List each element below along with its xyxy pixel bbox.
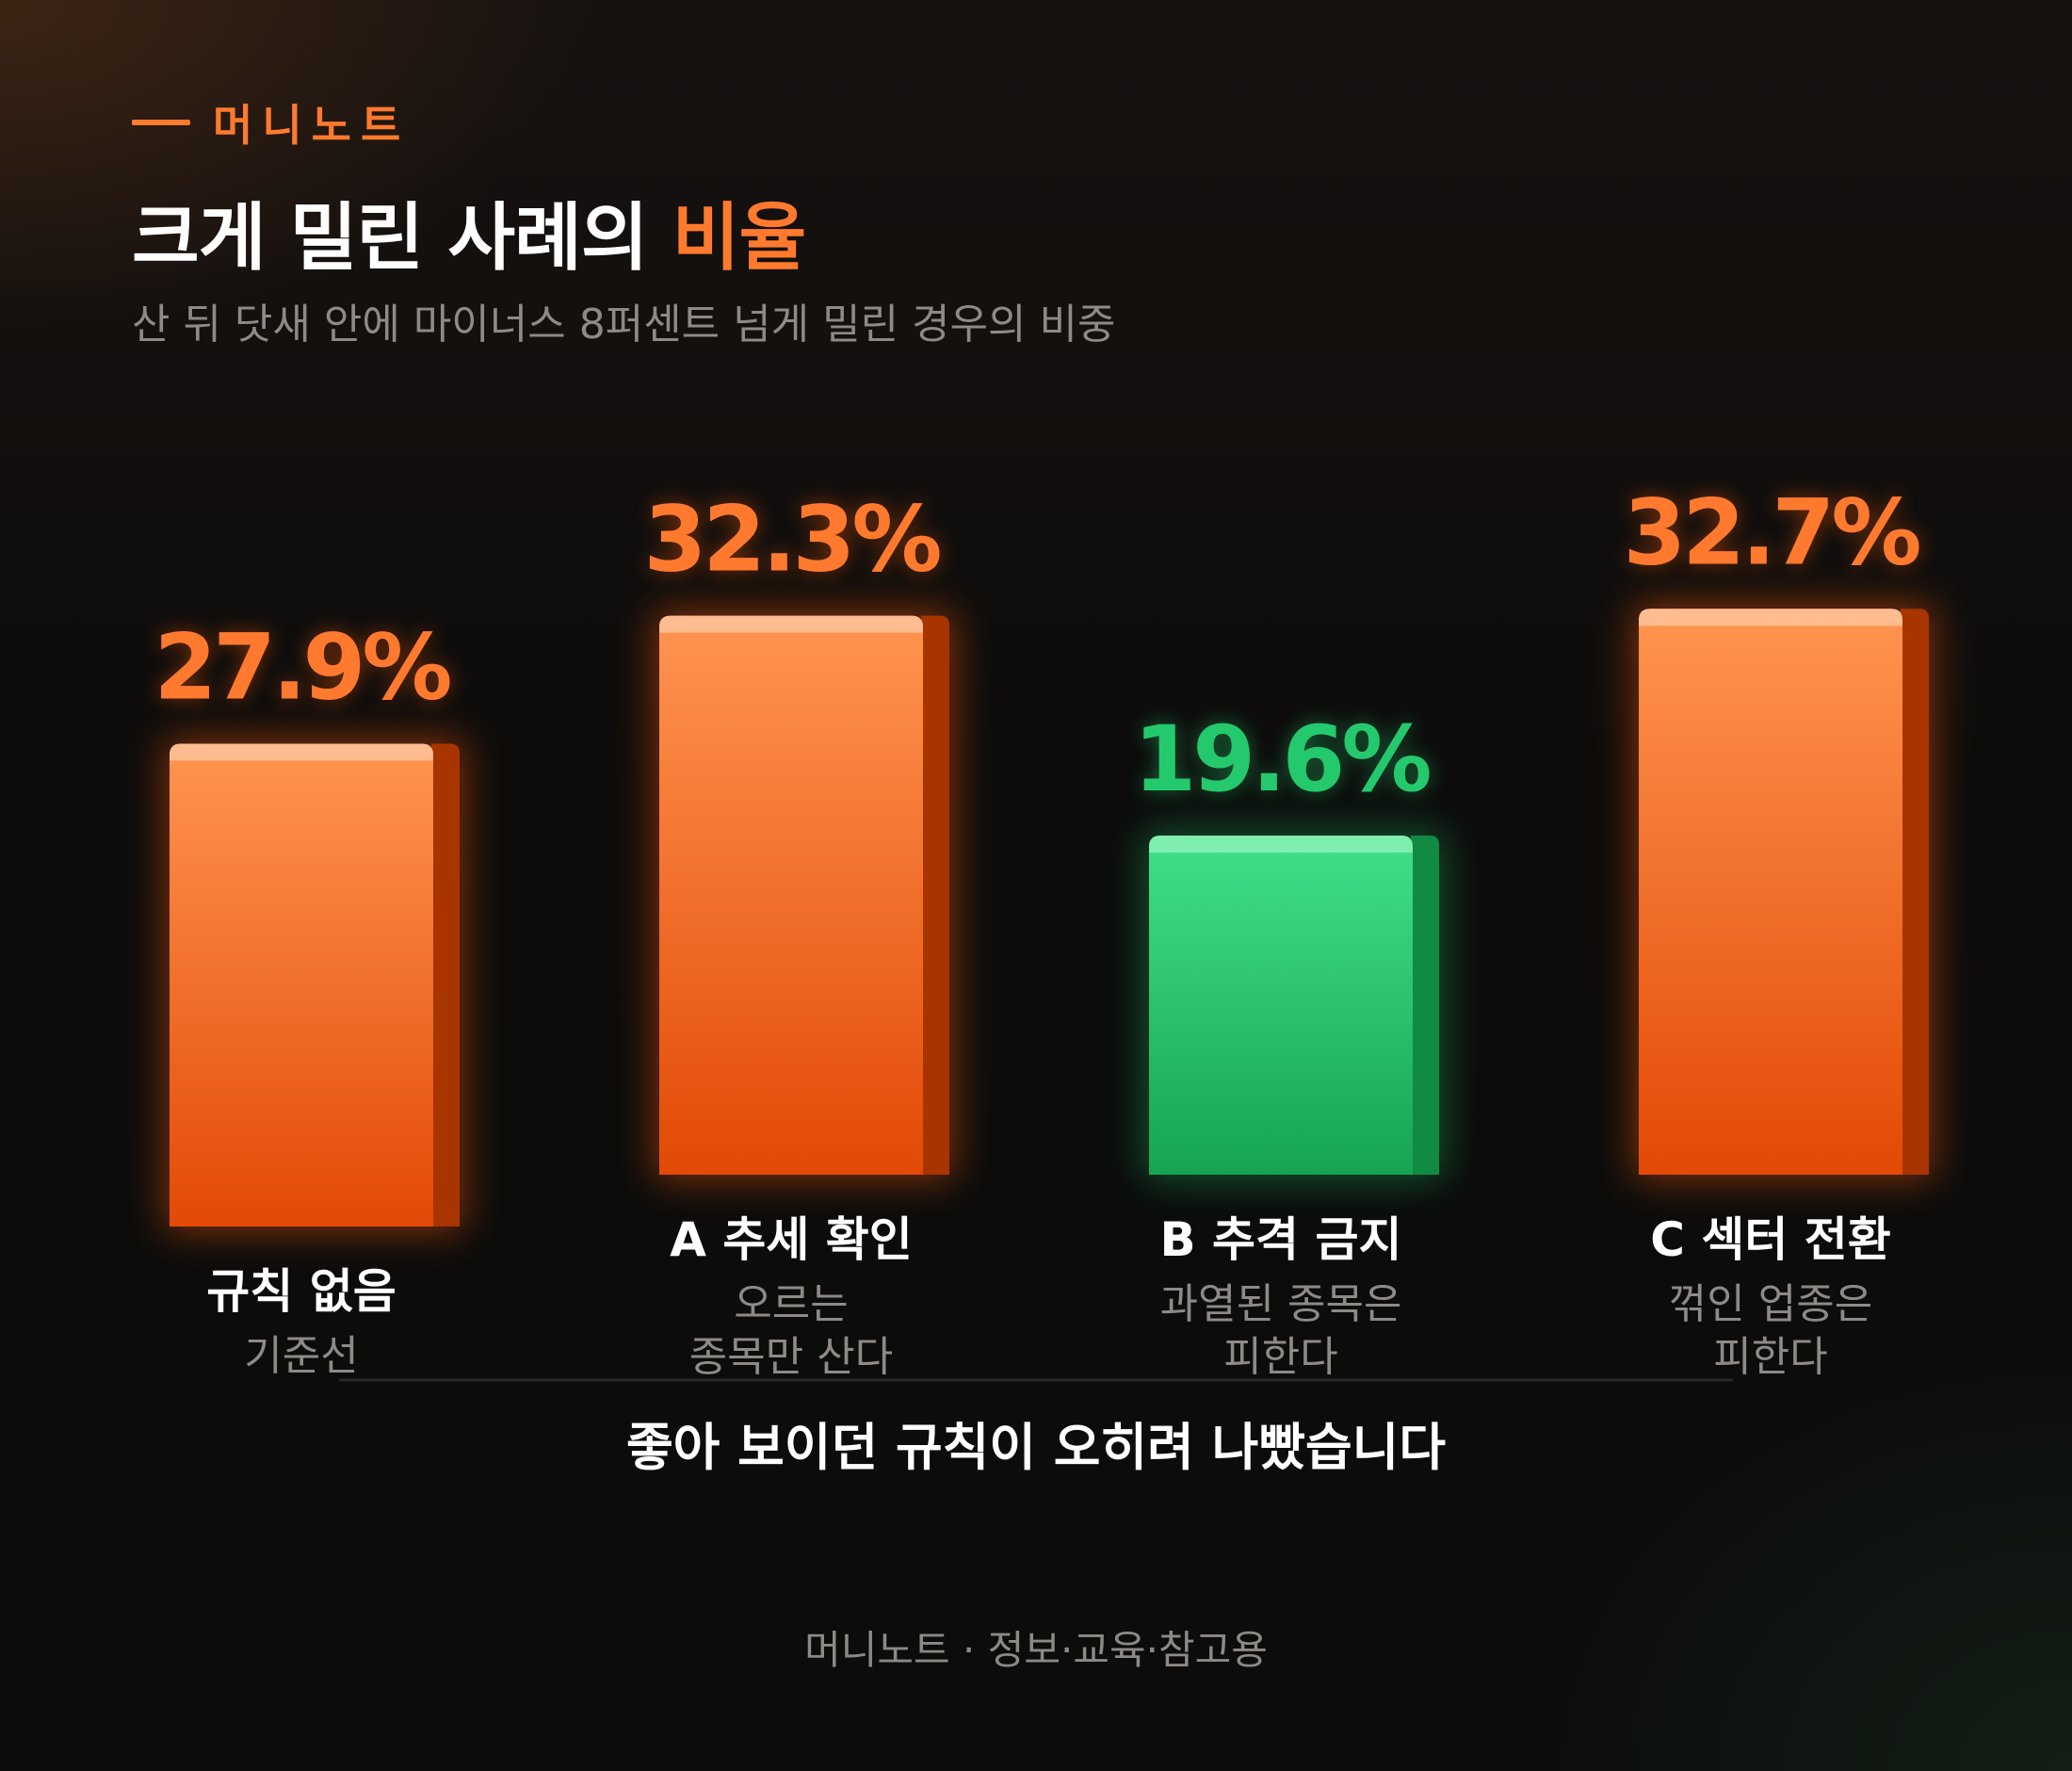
category-description: 피한다 — [1223, 1333, 1337, 1381]
bar-cap — [1149, 835, 1413, 853]
chart-title: 크게 밀린 사례의 비율 — [132, 179, 807, 284]
bar-cap — [659, 615, 923, 633]
category-description: 기준선 — [244, 1332, 358, 1380]
category-description: 피한다 — [1713, 1333, 1827, 1381]
category-label: A 추세 확인 — [670, 1212, 913, 1267]
chart-annotation: 좋아 보이던 규칙이 오히려 나빴습니다 — [626, 1418, 1446, 1477]
data-label: 19.6% — [1133, 707, 1430, 812]
chart-subtitle: 산 뒤 닷새 안에 마이너스 8퍼센트 넘게 밀린 경우의 비중 — [132, 301, 1116, 349]
bar — [659, 615, 923, 1175]
brand: 머니노트 — [132, 94, 410, 151]
data-label: 27.9% — [154, 614, 450, 720]
data-label-glow: 32.3% — [643, 487, 940, 593]
category-description: 종목만 산다 — [689, 1333, 893, 1381]
bar — [170, 743, 433, 1227]
data-label: 32.3% — [643, 487, 940, 593]
bar-side — [1901, 609, 1929, 1175]
bar — [1639, 609, 1902, 1175]
category-label: B 추격 금지 — [1160, 1212, 1402, 1267]
chart-title-accent: 비율 — [672, 196, 807, 281]
data-label-glow: 27.9% — [154, 614, 450, 720]
category-description: 과열된 종목은 — [1160, 1280, 1402, 1328]
category-description: 오르는 — [734, 1280, 848, 1328]
data-label-glow: 32.7% — [1623, 479, 1919, 585]
bar-side — [431, 743, 460, 1227]
bar-side — [921, 615, 949, 1175]
bar — [1149, 835, 1413, 1175]
data-label: 32.7% — [1623, 479, 1919, 585]
bar-side — [1411, 835, 1439, 1175]
brand-dash-icon — [132, 120, 190, 125]
category-label: 규칙 없음 — [206, 1264, 396, 1319]
footer-text: 머니노트 · 정보·교육·참고용 — [804, 1627, 1268, 1673]
category-description: 꺾인 업종은 — [1669, 1280, 1872, 1328]
bar-cap — [170, 743, 433, 761]
chart-title-main: 크게 밀린 사례의 — [132, 196, 672, 281]
brand-name: 머니노트 — [213, 100, 411, 151]
category-label: C 섹터 전환 — [1650, 1212, 1891, 1267]
bar-cap — [1639, 609, 1902, 626]
data-label-glow: 19.6% — [1133, 707, 1430, 812]
